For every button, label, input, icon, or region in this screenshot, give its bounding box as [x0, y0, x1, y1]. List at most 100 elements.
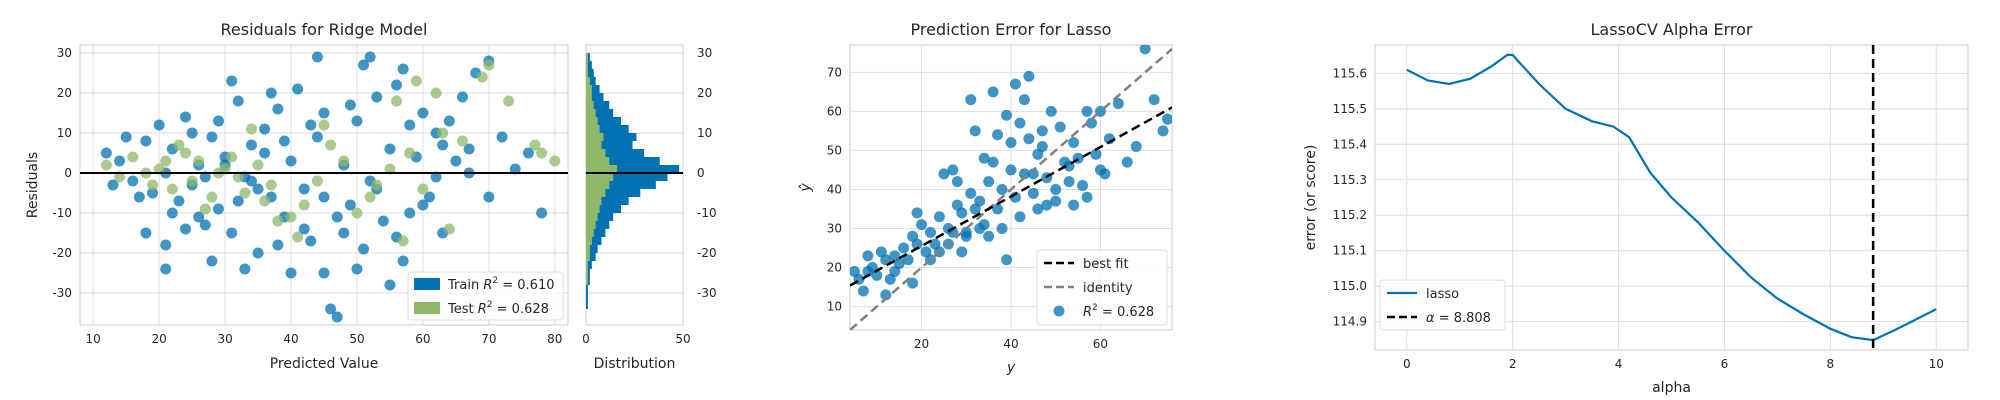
train-residual-point: [133, 191, 145, 203]
test-residual-point: [338, 155, 350, 167]
train-distribution-bar: [586, 157, 660, 165]
train-residual-point: [259, 123, 271, 135]
residuals-xtick-label: 10: [86, 332, 101, 346]
prediction-point: [992, 203, 1004, 215]
train-residual-point: [298, 183, 310, 195]
train-residual-point: [127, 175, 139, 187]
distribution-plot: 0 50 -30 -20 -10 0 10 20 30 Distribution: [582, 44, 717, 372]
alpha-error-ytick-label: 115.0: [1333, 279, 1367, 293]
train-residual-point: [226, 75, 238, 87]
test-residual-point: [239, 187, 251, 199]
residuals-legend-swatch: [414, 302, 440, 314]
prediction-point: [1018, 94, 1030, 106]
train-residual-point: [252, 183, 264, 195]
train-distribution-bar: [586, 133, 637, 141]
train-residual-point: [212, 203, 224, 215]
prediction-error-ytick-label: 70: [827, 65, 842, 79]
prediction-point: [987, 156, 999, 168]
test-residual-point: [199, 203, 211, 215]
test-distribution-bar: [586, 253, 590, 261]
train-residual-point: [397, 63, 409, 75]
prediction-point: [960, 230, 972, 242]
prediction-point: [1001, 109, 1013, 121]
test-distribution-bar: [586, 165, 618, 173]
train-distribution-bar: [586, 221, 610, 229]
train-residual-point: [496, 131, 508, 143]
residuals-ytick-label: -20: [52, 246, 72, 260]
train-distribution-bar: [586, 101, 610, 109]
train-residual-point: [430, 171, 442, 183]
test-residual-point: [384, 163, 396, 175]
test-distribution-bar: [586, 189, 606, 197]
residuals-legend: Train R2 = 0.610 Test R2 = 0.628: [407, 271, 564, 321]
prediction-point: [1041, 199, 1053, 211]
test-distribution-bar: [586, 277, 588, 285]
prediction-point: [1023, 133, 1035, 145]
test-residual-point: [503, 95, 515, 107]
residuals-ytick-label: 10: [57, 126, 72, 140]
prediction-point: [916, 219, 928, 231]
test-residual-point: [437, 127, 449, 139]
train-distribution-bar: [586, 141, 633, 149]
prediction-point: [983, 230, 995, 242]
residuals-xtick-label: 40: [283, 332, 298, 346]
residuals-xtick-label: 70: [481, 332, 496, 346]
train-distribution-bar: [586, 261, 592, 269]
train-distribution-bar: [586, 213, 614, 221]
test-residual-point: [476, 71, 488, 83]
test-distribution-bar: [586, 133, 604, 141]
train-distribution-bar: [586, 77, 596, 85]
test-residual-point: [410, 75, 422, 87]
prediction-error-ylabel: ŷ: [798, 183, 814, 193]
train-residual-point: [483, 191, 495, 203]
prediction-error-ytick-label: 60: [827, 104, 842, 118]
train-residual-point: [391, 79, 403, 91]
prediction-point: [1068, 199, 1080, 211]
test-residual-point: [206, 191, 218, 203]
train-residual-point: [166, 207, 178, 219]
prediction-error-xlabel: y: [1006, 360, 1016, 376]
prediction-point: [965, 187, 977, 199]
test-distribution-bar: [586, 245, 590, 253]
train-residual-point: [193, 211, 205, 223]
train-distribution-bar: [586, 149, 645, 157]
train-residual-point: [305, 119, 317, 131]
train-residual-point: [404, 207, 416, 219]
prediction-point: [969, 203, 981, 215]
alpha-error-ytick-label: 114.9: [1333, 315, 1367, 329]
test-residual-point: [160, 155, 172, 167]
train-residual-point: [226, 227, 238, 239]
test-distribution-bar: [586, 229, 594, 237]
prediction-point: [933, 211, 945, 223]
prediction-point: [938, 168, 950, 180]
train-residual-point: [318, 107, 330, 119]
prediction-point: [1023, 70, 1035, 82]
test-distribution-bar: [586, 117, 598, 125]
alpha-error-legend-label: lasso: [1426, 287, 1459, 302]
prediction-point: [996, 222, 1008, 234]
train-residual-point: [114, 155, 126, 167]
train-distribution-bar: [586, 253, 596, 261]
test-residual-point: [318, 119, 330, 131]
test-distribution-bar: [586, 237, 592, 245]
test-residual-point: [180, 147, 192, 159]
test-residual-point: [153, 163, 165, 175]
test-distribution-bar: [586, 85, 592, 93]
test-residual-point: [147, 179, 159, 191]
train-residual-point: [292, 83, 304, 95]
test-distribution-bar: [586, 157, 610, 165]
train-residual-point: [153, 119, 165, 131]
prediction-point: [880, 254, 892, 266]
prediction-error-ytick-label: 40: [827, 182, 842, 196]
prediction-point: [911, 238, 923, 250]
train-residual-point: [265, 87, 277, 99]
prediction-point: [1077, 180, 1089, 192]
alpha-error-ytick-label: 115.1: [1333, 244, 1367, 258]
prediction-point: [1009, 78, 1021, 90]
test-residual-point: [456, 135, 468, 147]
best-fit-line: [850, 106, 1172, 287]
test-distribution-bar: [586, 269, 588, 277]
train-residual-point: [318, 191, 330, 203]
prediction-point: [911, 207, 923, 219]
distribution-xtick-label: 50: [675, 332, 690, 346]
